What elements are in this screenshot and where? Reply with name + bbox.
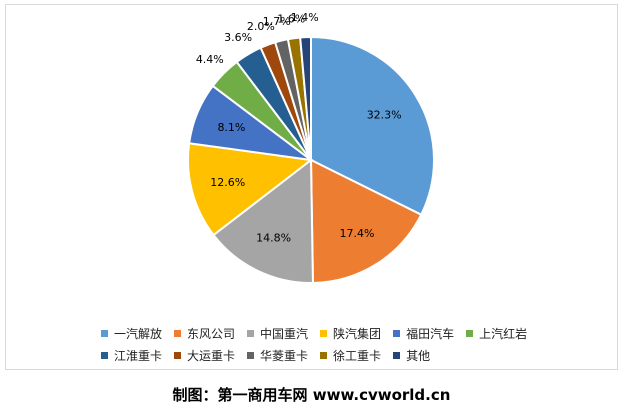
legend-swatch	[320, 351, 328, 359]
legend-item: 其他	[393, 347, 430, 364]
legend-item: 中国重汽	[247, 325, 308, 342]
legend-swatch	[101, 351, 108, 359]
chart-frame: 32.3% 17.4% 14.8% 12.6% 8.1% 4.4% 3.6% 2.0% 1.7%…	[5, 4, 618, 370]
pie-data-label: 3.6%	[224, 31, 252, 44]
legend-item: 江淮重卡	[101, 347, 162, 364]
legend-swatch	[466, 329, 474, 337]
legend-label: 徐工重卡	[333, 348, 382, 363]
legend-row: 一汽解放 东风公司 中国重汽 陕汽集团 福田汽车 上汽红岩	[101, 322, 561, 344]
legend-label: 陕汽集团	[333, 326, 382, 341]
legend-label: 江淮重卡	[114, 348, 163, 363]
pie-data-label: 17.4%	[339, 227, 374, 240]
pie-data-label: 1.6%	[277, 12, 305, 25]
pie-slice	[310, 35, 435, 217]
legend-row: 江淮重卡 大运重卡 华菱重卡 徐工重卡 其他	[101, 344, 561, 366]
pie-data-label: 12.6%	[210, 176, 245, 189]
legend-swatch	[247, 329, 255, 337]
pie-chart: 32.3% 17.4% 14.8% 12.6% 8.1% 4.4%3.6%2.0%1.7%…	[187, 11, 435, 285]
legend-item: 东风公司	[174, 325, 235, 342]
legend: 一汽解放 东风公司 中国重汽 陕汽集团 福田汽车 上汽红岩 江淮重卡 大运重卡 华菱重卡 徐工重…	[101, 322, 561, 366]
legend-item: 一汽解放	[101, 325, 162, 342]
legend-swatch	[393, 351, 401, 359]
pie-data-label: 14.8%	[256, 232, 291, 245]
pie-data-label: 4.4%	[196, 53, 224, 66]
legend-label: 一汽解放	[114, 326, 163, 341]
caption: 制图：第一商用车网 www.cvworld.cn	[172, 386, 451, 404]
pie-data-label: 8.1%	[217, 121, 245, 134]
pie-data-label: 32.3%	[367, 109, 402, 122]
legend-label: 福田汽车	[406, 326, 455, 341]
legend-label: 华菱重卡	[260, 348, 309, 363]
legend-swatch	[174, 351, 182, 359]
legend-swatch	[247, 351, 255, 359]
legend-label: 大运重卡	[187, 348, 236, 363]
pie-data-label: 2.0%	[247, 20, 275, 33]
pie-slice	[212, 157, 314, 284]
legend-item: 陕汽集团	[320, 325, 381, 342]
legend-swatch	[393, 329, 401, 337]
legend-label: 东风公司	[187, 326, 236, 341]
legend-item: 华菱重卡	[247, 347, 308, 364]
pie-slice	[187, 142, 314, 237]
legend-swatch	[174, 329, 182, 337]
legend-item: 福田汽车	[393, 325, 454, 342]
legend-swatch	[101, 329, 108, 337]
pie-data-label: 1.7%	[263, 15, 291, 28]
legend-item: 大运重卡	[174, 347, 235, 364]
legend-item: 徐工重卡	[320, 347, 381, 364]
pie-slice	[299, 35, 312, 161]
legend-label: 中国重汽	[260, 326, 309, 341]
legend-label: 上汽红岩	[479, 326, 528, 341]
legend-swatch	[320, 329, 328, 337]
legend-label: 其他	[406, 348, 431, 363]
pie-slice	[309, 158, 423, 285]
pie-data-label: 1.4%	[291, 11, 319, 24]
legend-item: 上汽红岩	[466, 325, 527, 342]
